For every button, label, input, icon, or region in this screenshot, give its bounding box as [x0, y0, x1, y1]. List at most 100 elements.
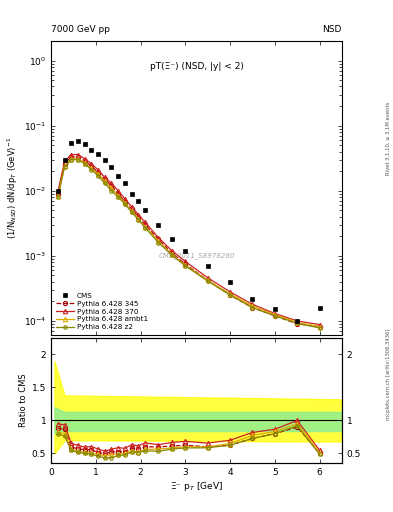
- Pythia 6.428 ambt1: [123, 200, 127, 206]
- Pythia 6.428 ambt1: [183, 262, 188, 268]
- Pythia 6.428 ambt1: [136, 216, 141, 222]
- Pythia 6.428 370: [205, 275, 210, 281]
- Pythia 6.428 ambt1: [69, 156, 73, 162]
- CMS: [103, 157, 107, 163]
- Pythia 6.428 z2: [183, 263, 188, 269]
- Pythia 6.428 z2: [123, 201, 127, 207]
- Pythia 6.428 345: [136, 214, 141, 220]
- Pythia 6.428 ambt1: [272, 311, 277, 317]
- Pythia 6.428 345: [228, 292, 232, 298]
- Y-axis label: Ratio to CMS: Ratio to CMS: [19, 374, 28, 428]
- Pythia 6.428 345: [82, 158, 87, 164]
- Pythia 6.428 370: [96, 167, 101, 173]
- Text: NSD: NSD: [323, 25, 342, 34]
- Pythia 6.428 z2: [228, 292, 232, 298]
- CMS: [136, 198, 141, 204]
- Pythia 6.428 ambt1: [62, 163, 67, 169]
- Pythia 6.428 ambt1: [75, 156, 80, 162]
- CMS: [89, 146, 94, 153]
- Pythia 6.428 z2: [55, 195, 60, 201]
- CMS: [129, 190, 134, 197]
- Y-axis label: (1/N$_{NSD}$) dN/dp$_T$ (GeV)$^{-1}$: (1/N$_{NSD}$) dN/dp$_T$ (GeV)$^{-1}$: [5, 137, 20, 239]
- Pythia 6.428 345: [116, 190, 121, 197]
- Pythia 6.428 345: [317, 324, 322, 330]
- CMS: [205, 263, 210, 269]
- Text: pT(Ξ⁻) (NSD, |y| < 2): pT(Ξ⁻) (NSD, |y| < 2): [150, 61, 243, 71]
- Pythia 6.428 z2: [103, 180, 107, 186]
- Text: CMS_2011_S8978280: CMS_2011_S8978280: [158, 252, 235, 259]
- Pythia 6.428 370: [156, 234, 161, 241]
- CMS: [183, 248, 188, 254]
- CMS: [272, 306, 277, 312]
- Pythia 6.428 345: [62, 161, 67, 167]
- Pythia 6.428 370: [129, 204, 134, 210]
- Pythia 6.428 ambt1: [103, 178, 107, 184]
- Pythia 6.428 ambt1: [129, 208, 134, 214]
- CMS: [62, 157, 67, 163]
- Pythia 6.428 370: [272, 310, 277, 316]
- Line: Pythia 6.428 z2: Pythia 6.428 z2: [56, 158, 321, 330]
- CMS: [123, 180, 127, 186]
- Pythia 6.428 345: [75, 154, 80, 160]
- Pythia 6.428 z2: [62, 164, 67, 170]
- Pythia 6.428 345: [129, 206, 134, 212]
- Pythia 6.428 370: [109, 180, 114, 186]
- Pythia 6.428 z2: [143, 225, 147, 231]
- Pythia 6.428 370: [62, 159, 67, 165]
- Pythia 6.428 ambt1: [317, 324, 322, 330]
- CMS: [317, 305, 322, 311]
- CMS: [156, 222, 161, 228]
- CMS: [109, 164, 114, 170]
- Pythia 6.428 z2: [109, 188, 114, 194]
- Pythia 6.428 370: [250, 301, 255, 307]
- Pythia 6.428 z2: [295, 320, 299, 326]
- Pythia 6.428 345: [109, 182, 114, 188]
- Pythia 6.428 370: [317, 322, 322, 328]
- Pythia 6.428 z2: [89, 167, 94, 173]
- Text: 7000 GeV pp: 7000 GeV pp: [51, 25, 110, 34]
- Line: Pythia 6.428 ambt1: Pythia 6.428 ambt1: [55, 157, 322, 329]
- Line: Pythia 6.428 345: Pythia 6.428 345: [56, 155, 321, 329]
- Pythia 6.428 370: [69, 152, 73, 158]
- Pythia 6.428 ambt1: [89, 165, 94, 172]
- Pythia 6.428 345: [69, 154, 73, 160]
- Pythia 6.428 ambt1: [116, 193, 121, 199]
- Text: Rivet 3.1.10, ≥ 3.1M events: Rivet 3.1.10, ≥ 3.1M events: [386, 101, 391, 175]
- Pythia 6.428 ambt1: [96, 171, 101, 177]
- Pythia 6.428 z2: [205, 278, 210, 284]
- Pythia 6.428 ambt1: [295, 319, 299, 326]
- X-axis label: Ξ⁻ p$_T$ [GeV]: Ξ⁻ p$_T$ [GeV]: [170, 480, 223, 493]
- Pythia 6.428 z2: [250, 305, 255, 311]
- CMS: [55, 188, 60, 194]
- CMS: [116, 173, 121, 179]
- Pythia 6.428 370: [143, 219, 147, 225]
- CMS: [228, 279, 232, 285]
- Pythia 6.428 370: [123, 196, 127, 202]
- Pythia 6.428 370: [183, 259, 188, 265]
- Pythia 6.428 345: [250, 305, 255, 311]
- Pythia 6.428 370: [103, 175, 107, 181]
- Pythia 6.428 345: [123, 199, 127, 205]
- Pythia 6.428 345: [55, 191, 60, 198]
- CMS: [69, 139, 73, 145]
- Pythia 6.428 ambt1: [143, 224, 147, 230]
- Pythia 6.428 ambt1: [109, 185, 114, 191]
- Pythia 6.428 z2: [82, 161, 87, 167]
- Pythia 6.428 345: [143, 222, 147, 228]
- Pythia 6.428 370: [55, 189, 60, 195]
- Pythia 6.428 ambt1: [169, 251, 174, 258]
- Pythia 6.428 345: [205, 278, 210, 284]
- Pythia 6.428 ambt1: [55, 193, 60, 199]
- Pythia 6.428 345: [169, 250, 174, 256]
- CMS: [250, 295, 255, 302]
- CMS: [295, 318, 299, 324]
- Pythia 6.428 ambt1: [205, 278, 210, 284]
- CMS: [143, 207, 147, 214]
- CMS: [169, 236, 174, 242]
- Pythia 6.428 z2: [156, 240, 161, 246]
- Pythia 6.428 z2: [136, 217, 141, 223]
- Pythia 6.428 370: [295, 318, 299, 324]
- Pythia 6.428 345: [156, 236, 161, 242]
- CMS: [75, 138, 80, 144]
- Pythia 6.428 345: [89, 163, 94, 169]
